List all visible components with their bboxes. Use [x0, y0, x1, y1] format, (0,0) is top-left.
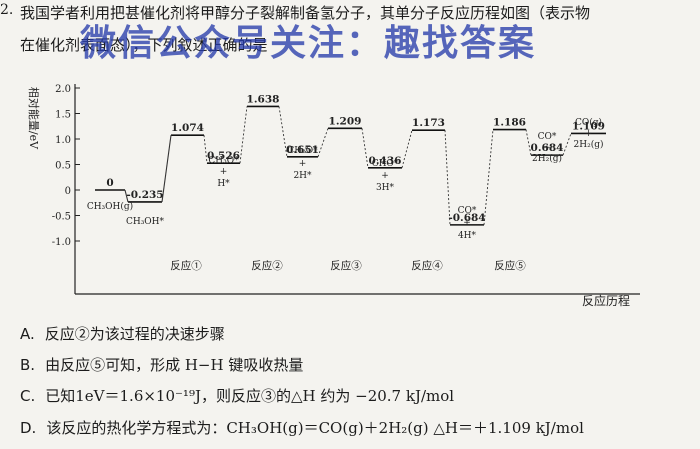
energy-level-value: 0.436	[369, 155, 402, 167]
y-tick-label: 0	[65, 186, 71, 197]
energy-level-value: 1.173	[412, 117, 445, 129]
chart-axes	[74, 84, 640, 295]
y-tick-label: 0.5	[55, 161, 71, 172]
species-label: CHO*	[372, 159, 399, 169]
level-connector	[124, 189, 129, 203]
y-axis-ticks: 2.0 1.5 1.0 0.5 0 -0.5 -1.0	[52, 84, 80, 248]
y-tick-label: -1.0	[52, 237, 71, 248]
question-number: 2.	[0, 2, 14, 18]
species-label: +	[463, 218, 471, 228]
level-connector	[401, 130, 413, 168]
energy-level-value: 1.209	[329, 115, 362, 127]
option-c-text: 已知1eV＝1.6×10⁻¹⁹J，则反应③的△H 约为 −20.7 kJ/mol	[45, 387, 455, 405]
energy-level-value: -0.235	[126, 189, 163, 201]
y-axis-label: 相对能量/eV	[27, 87, 41, 150]
species-label: CH₂O*	[287, 146, 318, 156]
option-b[interactable]: B. 由反应⑤可知，形成 H−H 键吸收热量	[20, 354, 303, 375]
species-label: CO(g)	[575, 117, 602, 128]
species-label: +	[543, 143, 551, 153]
species-label: +	[220, 167, 228, 177]
level-connector	[483, 129, 494, 225]
energy-level-value: 0.651	[286, 144, 319, 156]
reaction-labels: 反应① 反应② 反应③ 反应④ 反应⑤	[170, 259, 526, 272]
reaction-step-label: 反应①	[170, 259, 202, 272]
species-label: +	[585, 129, 593, 139]
level-connector	[161, 135, 172, 203]
option-d-label: D.	[20, 419, 37, 437]
level-connectors	[124, 106, 572, 225]
energy-levels: 0CH₃OH(g)-0.235CH₃OH*1.0740.526CH₃O*+H*1…	[87, 93, 606, 241]
species-label: H*	[217, 179, 230, 189]
option-d[interactable]: D. 该反应的热化学方程式为：CH₃OH(g)＝CO(g)＋2H₂(g) △H＝＋…	[20, 417, 584, 438]
y-tick-label: -0.5	[52, 212, 71, 223]
species-label: +	[299, 159, 307, 169]
energy-level-value: 0.526	[207, 150, 240, 162]
x-axis-label: 反应历程	[582, 293, 630, 308]
option-d-text: 该反应的热化学方程式为：CH₃OH(g)＝CO(g)＋2H₂(g) △H＝＋1.…	[46, 419, 584, 437]
option-a-label: A.	[20, 325, 35, 343]
energy-level-value: 1.109	[572, 120, 605, 132]
energy-level-value: 1.186	[493, 117, 526, 129]
y-tick-label: 1.5	[55, 110, 71, 121]
level-connector	[317, 128, 329, 157]
species-label: CH₃O*	[208, 156, 239, 166]
question-stem-line-1: 我国学者利用把甚催化剂将甲醇分子裂解制备氢分子，其单分子反应历程如图（表示物	[20, 4, 591, 22]
reaction-step-label: 反应③	[330, 259, 362, 272]
reaction-step-label: 反应④	[411, 259, 443, 272]
level-connector	[203, 135, 208, 164]
level-connector	[278, 106, 288, 157]
level-connector	[444, 130, 451, 225]
species-label: CO*	[538, 132, 557, 142]
watermark-text: 微信公众号关注：趣找答案	[80, 23, 537, 64]
energy-level-value: 0.684	[531, 142, 564, 154]
reaction-step-label: 反应⑤	[494, 259, 526, 272]
option-c[interactable]: C. 已知1eV＝1.6×10⁻¹⁹J，则反应③的△H 约为 −20.7 kJ/m…	[20, 385, 454, 406]
species-label: CO*	[458, 206, 477, 216]
energy-level-value: 1.638	[247, 93, 280, 105]
energy-level-value: 1.074	[171, 122, 204, 134]
level-connector	[361, 128, 369, 168]
question-stem-line-2: 在催化剂表面态），下列叙述正确的是	[20, 36, 268, 54]
option-a[interactable]: A. 反应②为该过程的决速步骤	[20, 323, 225, 344]
energy-level-value: -0.684	[448, 212, 485, 224]
species-label: 2H*	[293, 171, 312, 181]
species-label: 2H₂(g)	[574, 139, 604, 150]
option-b-text: 由反应⑤可知，形成 H−H 键吸收热量	[45, 356, 304, 374]
species-label: 2H₂(g)	[532, 153, 562, 164]
option-a-text: 反应②为该过程的决速步骤	[44, 325, 225, 343]
option-c-label: C.	[20, 387, 36, 405]
option-b-label: B.	[20, 356, 36, 374]
species-label: CH₃OH(g)	[87, 201, 133, 212]
species-label: 3H*	[376, 183, 395, 193]
level-connector	[562, 133, 572, 156]
level-connector	[525, 129, 532, 156]
species-label: 4H*	[458, 231, 477, 241]
reaction-step-label: 反应②	[251, 259, 283, 272]
level-connector	[239, 106, 248, 164]
energy-profile-chart: 2.0 1.5 1.0 0.5 0 -0.5 -1.0 0 CH₃OH(g)-0.235 CH₃…	[27, 84, 640, 308]
species-label: +	[381, 171, 389, 181]
y-tick-label: 1.0	[55, 135, 71, 146]
species-label: CH₃OH*	[126, 217, 165, 227]
energy-level-value: 0	[106, 177, 113, 189]
y-tick-label: 2.0	[55, 84, 71, 95]
